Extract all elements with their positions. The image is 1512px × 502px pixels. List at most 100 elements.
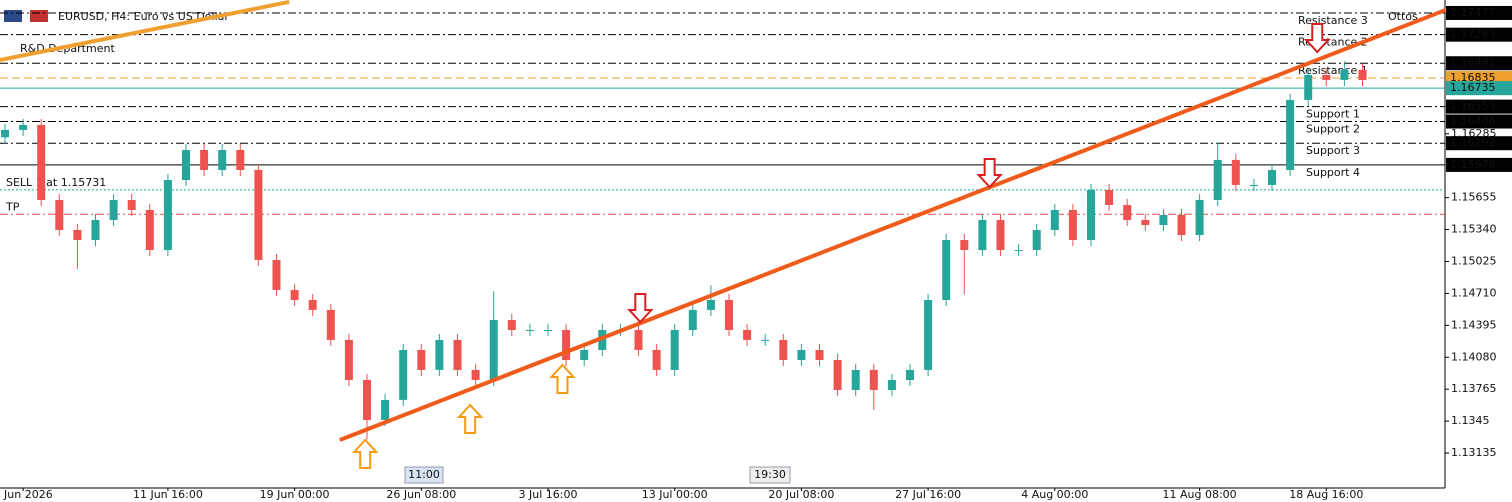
candle-body xyxy=(182,149,190,180)
signal-arrow xyxy=(549,363,576,394)
level-price-box xyxy=(1446,114,1512,129)
candle-body xyxy=(1014,250,1023,252)
candle-body xyxy=(1213,159,1222,200)
y-tick-label: 1.13135 xyxy=(1451,446,1497,459)
level-price: 1.15978 xyxy=(1450,158,1496,171)
candle-body xyxy=(634,329,643,350)
level-price: 1.16981 xyxy=(1450,56,1496,69)
signal-arrow xyxy=(456,403,484,434)
candle-body xyxy=(1087,190,1095,240)
candle-body xyxy=(688,309,697,330)
level-label: Support 1 xyxy=(1306,108,1360,121)
x-tick-label: 4 Aug 00:00 xyxy=(1021,488,1088,501)
trendline xyxy=(0,0,290,62)
order-label: TP xyxy=(5,200,20,213)
x-tick-label: 26 Jun 08:00 xyxy=(386,488,456,501)
candle-body xyxy=(417,349,426,370)
candle-body xyxy=(326,309,335,340)
candle-body xyxy=(978,219,987,251)
candle-body xyxy=(399,349,408,400)
candle-body xyxy=(906,369,914,380)
candle-body xyxy=(381,399,390,420)
level-price: 1.16553 xyxy=(1450,100,1496,113)
candle-body xyxy=(1195,199,1204,236)
x-tick-label: 20 Jul 08:00 xyxy=(768,488,834,501)
candle-body xyxy=(109,199,118,220)
candle-body xyxy=(344,339,353,380)
y-tick-label: 1.1345 xyxy=(1451,414,1490,427)
level-price: 1.16192 xyxy=(1450,136,1496,149)
level-price-box xyxy=(1446,56,1512,71)
candle-body xyxy=(725,299,733,330)
candle-body xyxy=(145,209,154,251)
candle-body xyxy=(996,219,1005,251)
level-price-box xyxy=(1446,5,1512,20)
candle-body xyxy=(1304,74,1313,100)
level-price-box xyxy=(1446,136,1512,151)
level-price-box xyxy=(1446,99,1512,114)
x-tick-label: 3 Jul 16:00 xyxy=(519,488,578,501)
candle-body xyxy=(1177,214,1186,236)
time-marker-box xyxy=(404,466,444,484)
candle-body xyxy=(435,339,444,370)
candle-body xyxy=(471,369,480,380)
candle-body xyxy=(743,329,752,340)
y-tick-label: 1.14080 xyxy=(1451,350,1497,363)
y-tick-label: 1.13765 xyxy=(1451,382,1497,395)
y-tick-label: 1.15025 xyxy=(1451,254,1497,267)
candle-body xyxy=(37,124,46,200)
candle-body xyxy=(1286,99,1295,170)
signal-arrow xyxy=(351,438,379,469)
candle-body xyxy=(73,229,82,240)
candle-body xyxy=(1068,209,1077,240)
candle-body xyxy=(290,289,299,300)
candle-body xyxy=(960,239,969,251)
candle-body xyxy=(942,239,951,300)
level-label: Support 3 xyxy=(1306,144,1360,157)
y-tick-label: 1.15655 xyxy=(1451,191,1497,204)
candle-body xyxy=(815,349,824,360)
candle-body xyxy=(218,149,227,170)
candle-body xyxy=(1358,69,1367,80)
candle-body xyxy=(1141,219,1150,225)
level-price: 1.17263 xyxy=(1450,28,1496,41)
candle-body xyxy=(652,349,661,370)
x-tick-label: 18 Aug 16:00 xyxy=(1289,488,1363,501)
signal-arrow xyxy=(976,157,1003,189)
candle-body xyxy=(706,299,715,310)
candle-body xyxy=(1050,209,1059,230)
signal-arrow xyxy=(1303,22,1331,54)
candle-body xyxy=(1105,190,1114,206)
candle-body xyxy=(670,329,679,370)
candle-body xyxy=(797,349,806,360)
candle-body xyxy=(236,149,245,170)
level-label: Support 4 xyxy=(1306,166,1360,179)
candle-body xyxy=(1032,229,1041,251)
time-marker: 19:30 xyxy=(754,468,786,481)
candle-body xyxy=(887,379,896,390)
candle-body xyxy=(562,329,571,360)
order-label: SELL 1 at 1.15731 xyxy=(6,176,106,189)
candle-body xyxy=(779,339,788,360)
trendline xyxy=(339,8,1447,442)
candle-body xyxy=(363,379,371,420)
candle-body xyxy=(163,179,172,251)
candle-body xyxy=(489,319,498,380)
candle-body xyxy=(544,329,552,331)
candle-body xyxy=(833,359,842,390)
candle-body xyxy=(1340,69,1349,80)
candle-body xyxy=(254,169,263,260)
time-marker: 11:00 xyxy=(408,468,440,481)
candle-body xyxy=(1322,74,1331,80)
level-label: Resistance 3 xyxy=(1298,14,1368,27)
candle-body xyxy=(1231,159,1240,185)
candle-body xyxy=(91,219,100,240)
level-label: Support 2 xyxy=(1306,123,1360,136)
candle-body xyxy=(761,339,770,341)
x-tick-label: 11 Aug 08:00 xyxy=(1163,488,1237,501)
level-price: 1.16406 xyxy=(1450,115,1496,128)
candle-body xyxy=(200,149,209,170)
